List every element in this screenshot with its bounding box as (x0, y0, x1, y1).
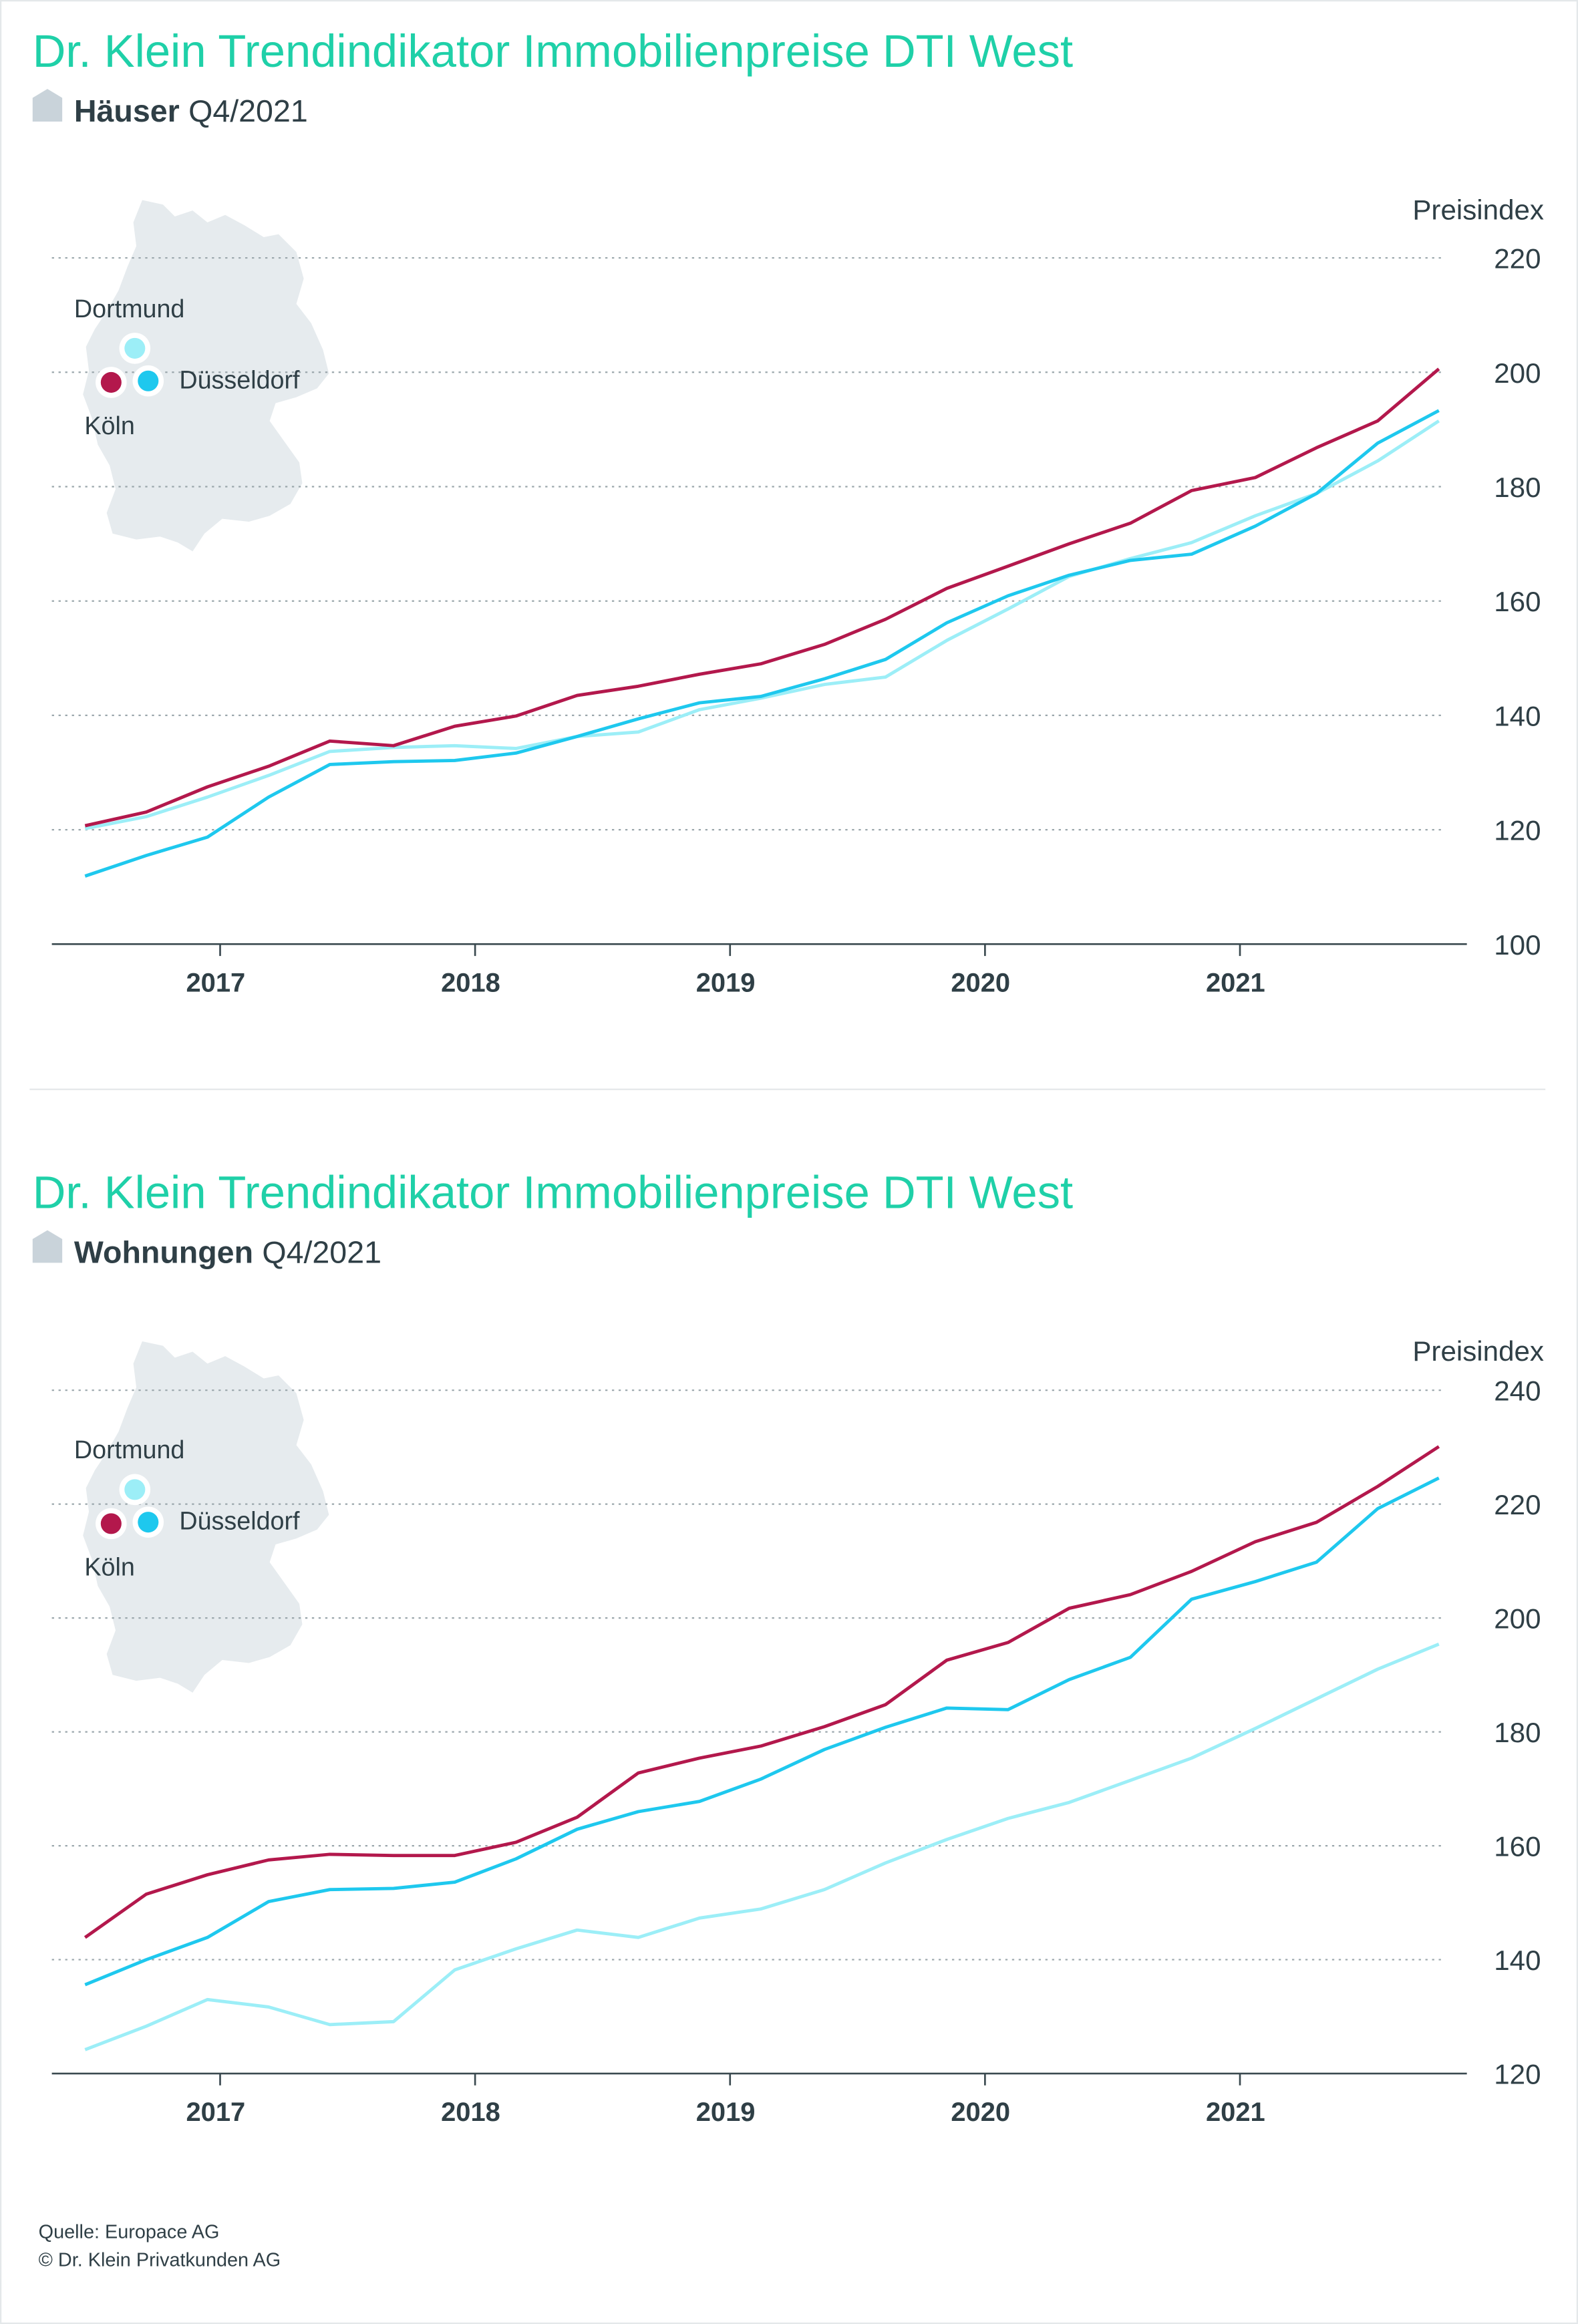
x-tick-label: 2019 (696, 2098, 756, 2127)
map (83, 1341, 329, 1693)
x-tick-label: 2021 (1206, 968, 1265, 997)
subtitle-date: Q4/2021 (188, 94, 308, 128)
legend-label: Dortmund (74, 295, 185, 323)
series-line (84, 420, 1440, 830)
map (83, 200, 329, 552)
series-line (84, 409, 1440, 878)
legend-dot (100, 371, 122, 393)
x-tick-label: 2018 (441, 968, 500, 997)
legend-label: Düsseldorf (179, 365, 300, 393)
house-icon (32, 89, 63, 122)
house-icon (32, 1230, 63, 1263)
legend-label: Dortmund (74, 1436, 185, 1464)
legend-label: Köln (84, 411, 134, 440)
subtitle-bold: Häuser (74, 94, 180, 128)
y-tick-label: 140 (1494, 1945, 1541, 1976)
subtitle-bold: Wohnungen (74, 1234, 253, 1269)
y-tick-label: 200 (1494, 1603, 1541, 1635)
x-tick-label: 2021 (1206, 2098, 1265, 2127)
legend-dot (124, 1479, 146, 1500)
series-line (84, 1445, 1440, 1939)
legend-dot (138, 370, 159, 391)
subtitle: Häuser Q4/2021 (74, 94, 308, 128)
y-tick-label: 220 (1494, 243, 1541, 275)
x-tick-label: 2017 (186, 968, 245, 997)
y-tick-label: 100 (1494, 929, 1541, 961)
y-tick-label: 240 (1494, 1375, 1541, 1407)
x-tick-label: 2020 (951, 968, 1010, 997)
series-line (84, 1643, 1440, 2051)
legend-dot (124, 337, 146, 359)
germany-map (83, 200, 329, 552)
y-tick-label: 180 (1494, 1717, 1541, 1748)
y-tick-label: 200 (1494, 357, 1541, 389)
y-tick-label: 220 (1494, 1489, 1541, 1520)
y-tick-label: 160 (1494, 1831, 1541, 1862)
legend-dot (100, 1513, 122, 1534)
y-tick-label: 140 (1494, 700, 1541, 731)
x-tick-label: 2020 (951, 2098, 1010, 2127)
x-tick-label: 2018 (441, 2098, 500, 2127)
source: Quelle: Europace AG (39, 2221, 220, 2243)
y-tick-label: 180 (1494, 472, 1541, 503)
x-tick-label: 2019 (696, 968, 756, 997)
subtitle: Wohnungen Q4/2021 (74, 1234, 381, 1269)
subtitle-date: Q4/2021 (262, 1234, 381, 1269)
legend-dot (138, 1512, 159, 1533)
y-tick-label: 120 (1494, 815, 1541, 846)
chart-title: Dr. Klein Trendindikator Immobilienpreis… (33, 25, 1073, 77)
germany-map (83, 1341, 329, 1693)
legend-label: Düsseldorf (179, 1507, 300, 1535)
y-axis-label: Preisindex (1412, 1335, 1544, 1367)
series-line (84, 367, 1440, 828)
x-tick-label: 2017 (186, 2098, 245, 2127)
chart-title: Dr. Klein Trendindikator Immobilienpreis… (33, 1166, 1073, 1218)
legend-label: Köln (84, 1553, 134, 1581)
y-tick-label: 160 (1494, 586, 1541, 617)
y-axis-label: Preisindex (1412, 194, 1544, 225)
series-line (84, 1476, 1440, 1987)
y-tick-label: 120 (1494, 2059, 1541, 2090)
copyright: © Dr. Klein Privatkunden AG (39, 2249, 281, 2271)
